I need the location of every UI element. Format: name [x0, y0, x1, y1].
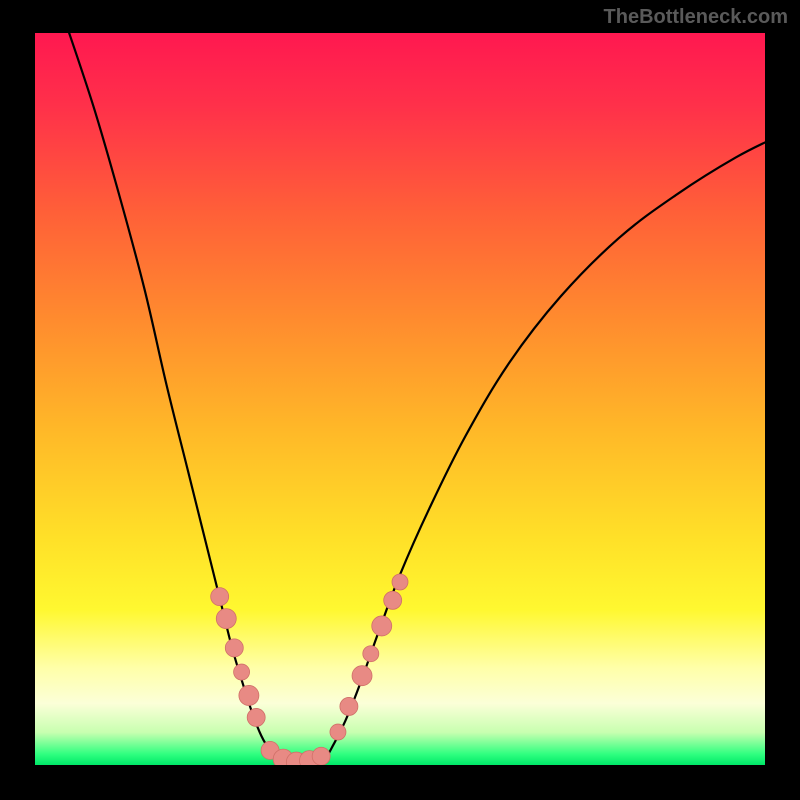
data-dot: [330, 724, 346, 740]
data-dot: [239, 685, 259, 705]
data-dot: [392, 574, 408, 590]
data-dot: [363, 646, 379, 662]
data-dot: [352, 666, 372, 686]
chart-root: TheBottleneck.com: [0, 0, 800, 800]
data-dot: [384, 591, 402, 609]
data-dot: [234, 664, 250, 680]
data-dot: [372, 616, 392, 636]
data-dot: [225, 639, 243, 657]
data-dot: [340, 697, 358, 715]
data-dots: [211, 574, 408, 765]
data-dot: [312, 747, 330, 765]
data-dot: [216, 609, 236, 629]
plot-area: [35, 33, 765, 765]
bottleneck-curve: [64, 33, 765, 762]
watermark-text: TheBottleneck.com: [604, 6, 788, 29]
data-dot: [211, 588, 229, 606]
curve-layer: [35, 33, 765, 765]
data-dot: [247, 708, 265, 726]
